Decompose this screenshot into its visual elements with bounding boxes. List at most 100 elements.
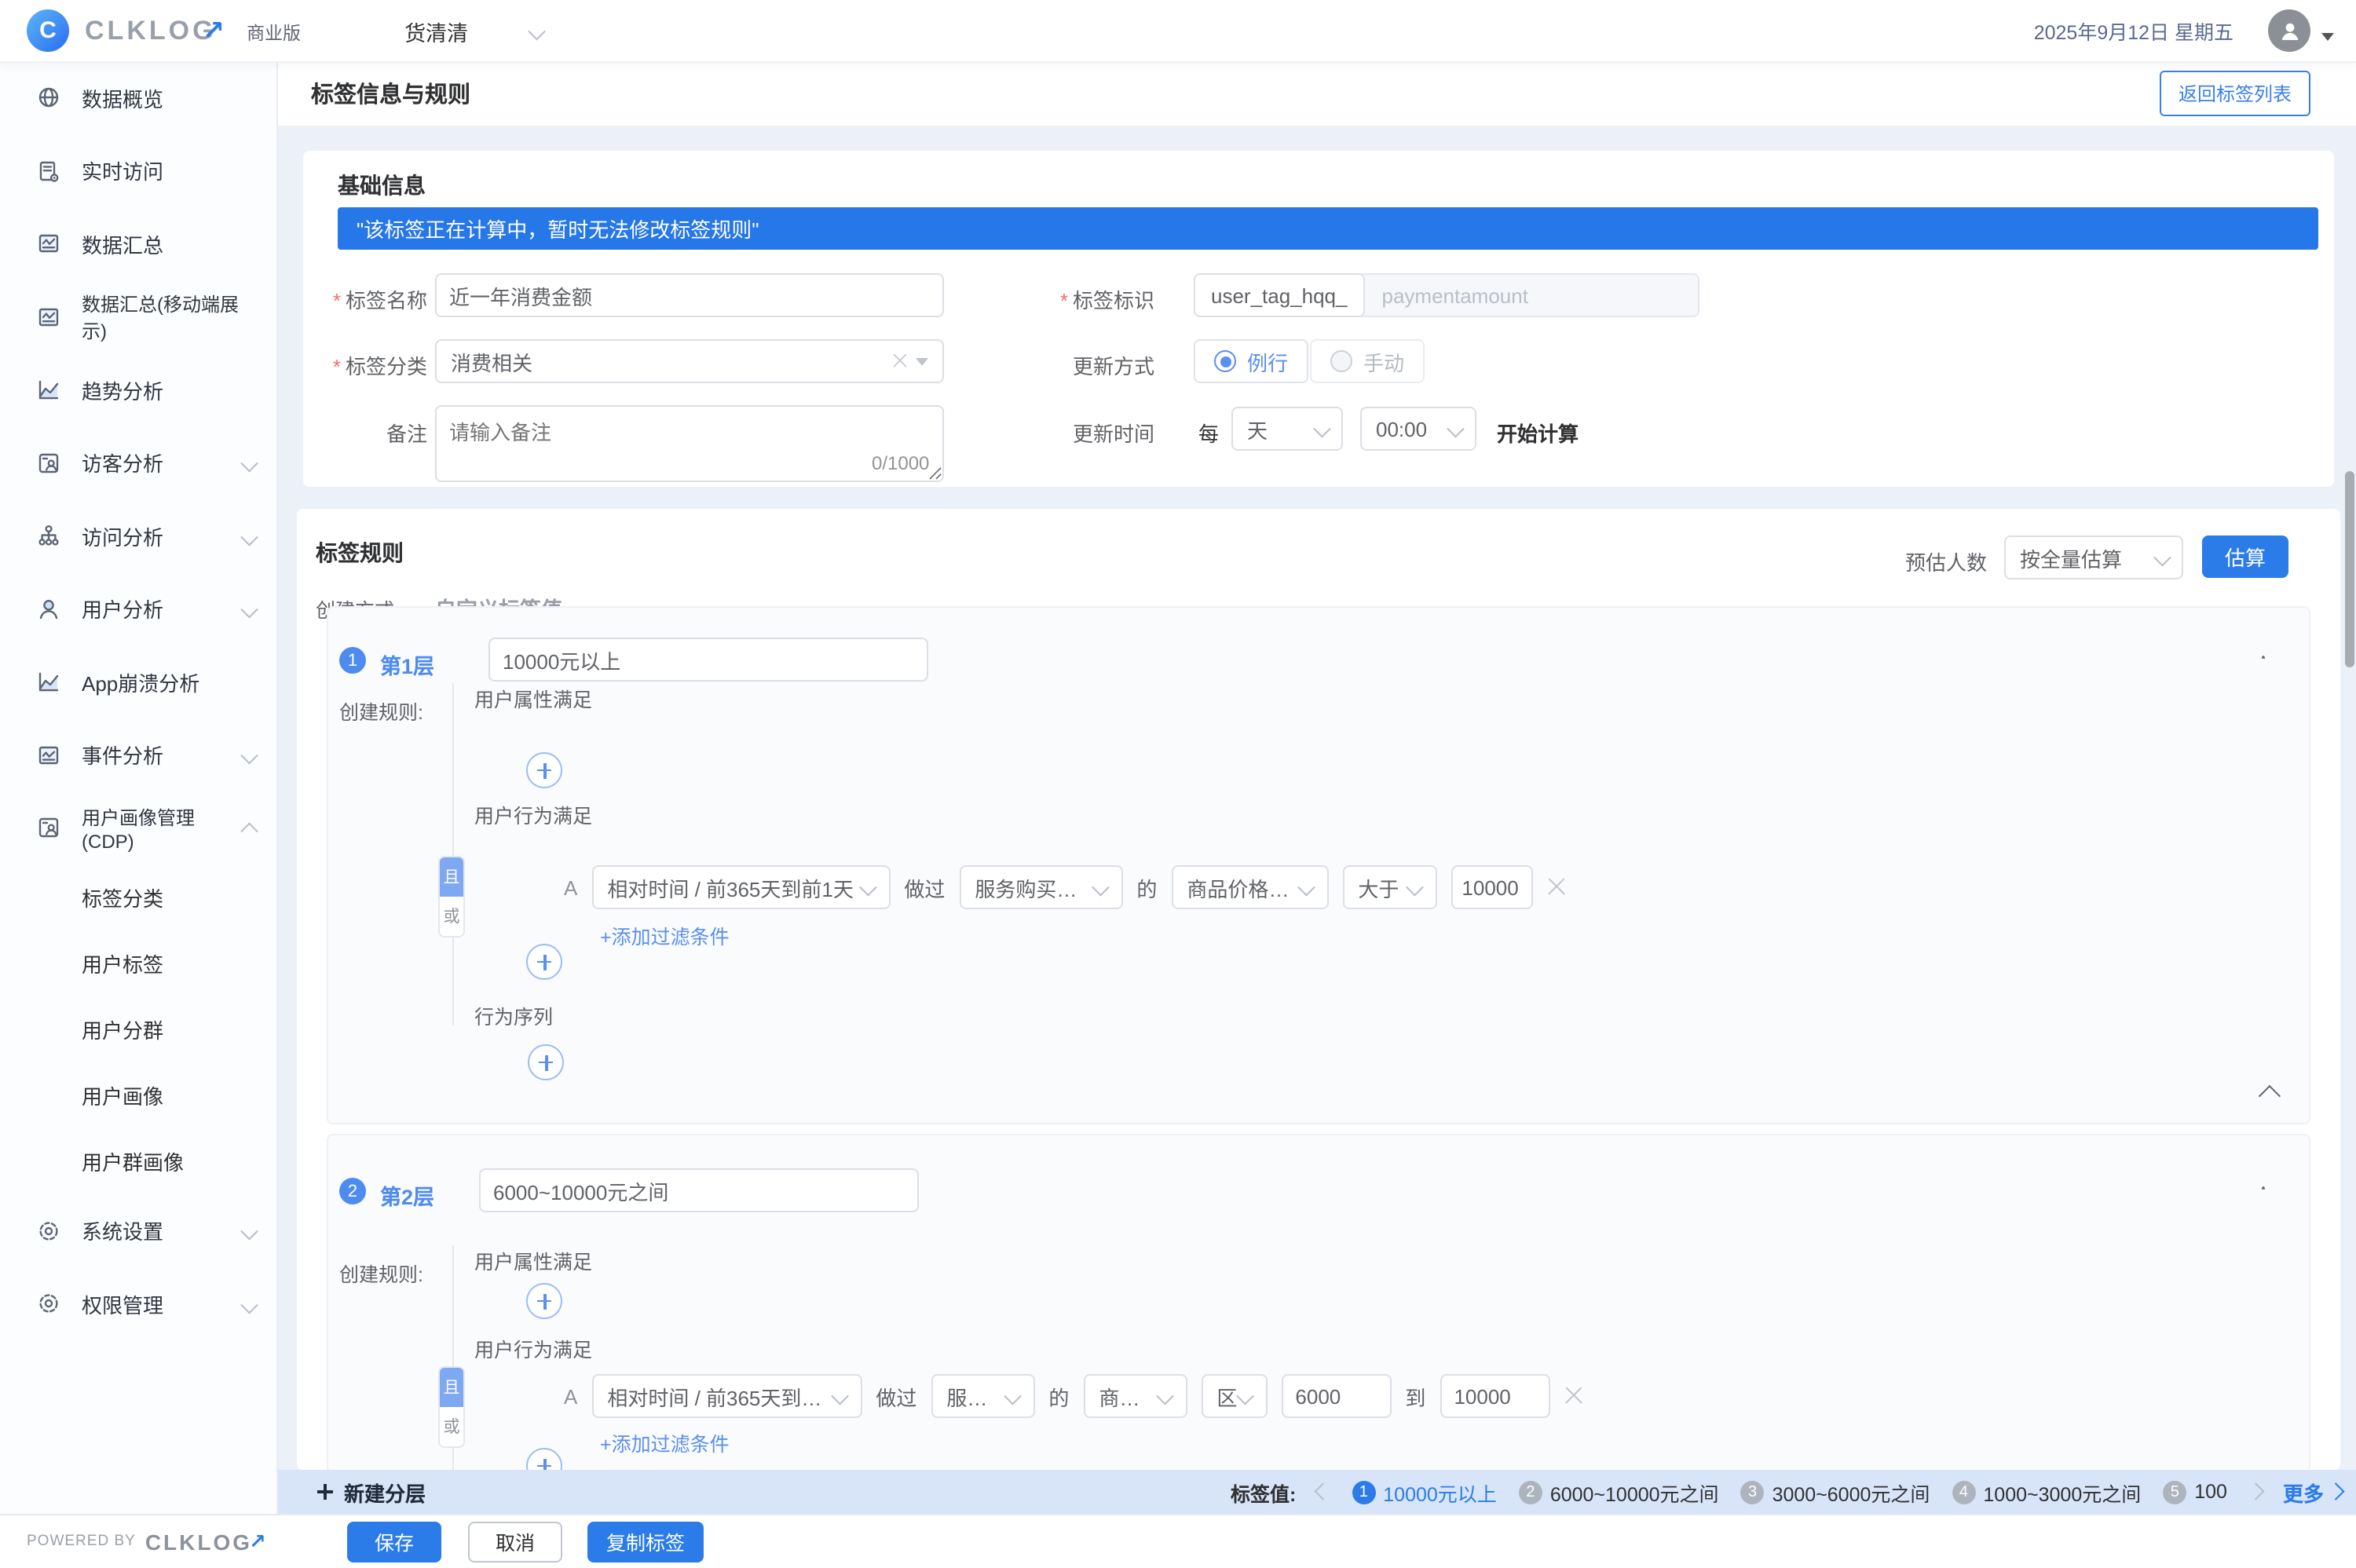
gear-icon <box>36 1292 61 1317</box>
chevron-up-icon <box>240 822 258 840</box>
chevron-down-icon <box>1004 1387 1022 1405</box>
new-layer-button[interactable]: 新建分层 <box>317 1477 426 1507</box>
basic-info-title: 基础信息 <box>338 173 426 198</box>
sidebar-item-system-settings[interactable]: 系统设置 <box>0 1194 276 1267</box>
sidebar-item-user-tags[interactable]: 用户标签 <box>82 953 164 977</box>
layer-name: 第1层 <box>380 655 435 678</box>
tag-value-item-3[interactable]: 3 3000~6000元之间 <box>1740 1469 1930 1515</box>
sidebar-item-data-summary-mobile[interactable]: 数据汇总(移动端展示) <box>0 280 276 353</box>
update-unit-select[interactable]: 天 <box>1231 407 1343 451</box>
clear-icon[interactable] <box>892 353 907 368</box>
sidebar-item-user-group-profile[interactable]: 用户群画像 <box>82 1151 185 1175</box>
update-mode-manual-radio[interactable]: 手动 <box>1310 339 1425 383</box>
chevron-down-icon <box>1237 1387 1254 1405</box>
event-select[interactable]: 服务… <box>931 1374 1035 1418</box>
add-behavior-condition-button[interactable] <box>526 944 562 980</box>
plus-icon <box>537 762 551 778</box>
save-button[interactable]: 保存 <box>347 1521 441 1562</box>
sidebar-item-data-overview[interactable]: 数据概览 <box>0 61 276 134</box>
layer-tag-value-input[interactable] <box>488 638 928 682</box>
sidebar-item-cdp[interactable]: 用户画像管理(CDP) <box>0 791 276 864</box>
sidebar-item-event-analysis[interactable]: 事件分析 <box>0 718 276 791</box>
vertical-scrollbar[interactable] <box>2344 471 2354 667</box>
project-selector[interactable]: 货清清 <box>404 15 546 46</box>
logo-arrow-icon: ↗ <box>249 1529 266 1552</box>
tag-category-select[interactable]: 消费相关 <box>435 339 944 383</box>
operator-select[interactable]: 区 <box>1201 1374 1268 1418</box>
chevron-left-icon[interactable] <box>1315 1483 1333 1500</box>
basic-info-card: 基础信息 "该标签正在计算中，暂时无法修改标签规则" 标签名称 标签标识 use… <box>303 151 2334 487</box>
chevron-down-icon <box>240 1295 258 1313</box>
tag-value-item-2[interactable]: 2 6000~10000元之间 <box>1518 1469 1719 1515</box>
add-attr-condition-button[interactable] <box>526 752 562 788</box>
copy-tag-button[interactable]: 复制标签 <box>587 1521 704 1562</box>
edition-label: 商业版 <box>247 25 302 44</box>
did-label: 做过 <box>904 877 946 901</box>
of-label: 的 <box>1136 877 1158 901</box>
chevron-down-icon <box>1312 420 1330 437</box>
sidebar-item-tag-category[interactable]: 标签分类 <box>82 887 164 911</box>
user-profile-cdp-icon <box>36 816 61 841</box>
property-select[interactable]: 商品… <box>1083 1374 1187 1418</box>
value-input[interactable] <box>1451 865 1533 909</box>
range-max-input[interactable] <box>1440 1374 1550 1418</box>
user-analysis-icon <box>36 597 61 622</box>
collapse-layer-icon[interactable] <box>2258 1084 2281 1108</box>
sidebar-item-user-profile[interactable]: 用户画像 <box>82 1085 164 1109</box>
and-or-toggle[interactable]: 且 或 <box>440 857 463 936</box>
add-sequence-button[interactable] <box>528 1044 564 1080</box>
plus-icon <box>317 1484 333 1500</box>
layer-tag-value-input[interactable] <box>479 1168 919 1212</box>
sidebar-item-user-segments[interactable]: 用户分群 <box>82 1019 164 1043</box>
user-avatar[interactable] <box>2268 9 2310 52</box>
tag-category-label: 标签分类 <box>303 350 427 380</box>
sidebar-item-visitor-analysis[interactable]: 访客分析 <box>0 426 276 499</box>
chevron-right-icon[interactable] <box>2246 1483 2264 1500</box>
and-or-toggle[interactable]: 且 或 <box>440 1368 463 1446</box>
chevron-down-icon <box>240 527 258 545</box>
add-attr-condition-button[interactable] <box>526 1283 562 1319</box>
event-analysis-icon <box>36 743 61 768</box>
time-range-select[interactable]: 相对时间 / 前365天到前1天 <box>591 1374 862 1418</box>
estimate-button[interactable]: 估算 <box>2202 535 2288 578</box>
create-rule-label: 创建规则: <box>339 702 423 724</box>
remark-textarea[interactable] <box>435 405 944 482</box>
sidebar-item-app-crash-analysis[interactable]: App崩溃分析 <box>0 645 276 718</box>
add-filter-link[interactable]: +添加过滤条件 <box>600 1434 730 1456</box>
page-header: 标签信息与规则 返回标签列表 <box>276 61 2356 127</box>
more-tags-link[interactable]: 更多 <box>2283 1477 2343 1507</box>
property-select[interactable]: 商品价格的… <box>1171 865 1329 909</box>
sidebar-item-realtime[interactable]: 实时访问 <box>0 134 276 207</box>
sidebar-item-trend-analysis[interactable]: 趋势分析 <box>0 353 276 426</box>
layer-card-2: 2 第2层 创建规则: 用户属性满足 用户行为满足 且 或 A 相对时间 / 前… <box>327 1134 2310 1473</box>
event-select[interactable]: 服务购买成功 <box>959 865 1123 909</box>
avatar-caret-icon[interactable] <box>2321 33 2334 41</box>
operator-select[interactable]: 大于 <box>1342 865 1437 909</box>
radio-selected-icon <box>1214 350 1236 372</box>
update-time-select[interactable]: 00:00 <box>1360 407 1476 451</box>
time-range-select[interactable]: 相对时间 / 前365天到前1天 <box>591 865 891 909</box>
condition-label: A <box>564 1384 578 1408</box>
back-to-tag-list-button[interactable]: 返回标签列表 <box>2159 71 2310 116</box>
estimate-mode-select[interactable]: 按全量估算 <box>2004 535 2183 579</box>
remove-condition-icon[interactable] <box>1546 878 1565 897</box>
sidebar-item-permission-management[interactable]: 权限管理 <box>0 1267 276 1340</box>
sidebar-item-data-summary[interactable]: 数据汇总 <box>0 207 276 280</box>
update-mode-routine-radio[interactable]: 例行 <box>1194 339 1309 383</box>
tag-value-item-5[interactable]: 5 100 <box>2163 1469 2227 1515</box>
range-min-input[interactable] <box>1281 1374 1392 1418</box>
add-filter-link[interactable]: +添加过滤条件 <box>600 927 730 948</box>
realtime-view-icon <box>36 159 61 184</box>
to-label: 到 <box>1405 1386 1426 1409</box>
tag-name-input[interactable] <box>435 273 944 317</box>
sidebar-item-user-analysis[interactable]: 用户分析 <box>0 572 276 645</box>
remove-condition-icon[interactable] <box>1564 1387 1582 1405</box>
visit-analysis-icon <box>36 524 61 549</box>
cancel-button[interactable]: 取消 <box>468 1521 562 1562</box>
chevron-down-icon <box>2153 549 2171 566</box>
did-label: 做过 <box>876 1386 917 1409</box>
tag-value-item-4[interactable]: 4 1000~3000元之间 <box>1952 1469 2141 1515</box>
sidebar-item-visit-analysis[interactable]: 访问分析 <box>0 499 276 572</box>
tag-value-item-1[interactable]: 1 10000元以上 <box>1339 1469 1510 1515</box>
attr-section-title: 用户属性满足 <box>474 1252 593 1274</box>
